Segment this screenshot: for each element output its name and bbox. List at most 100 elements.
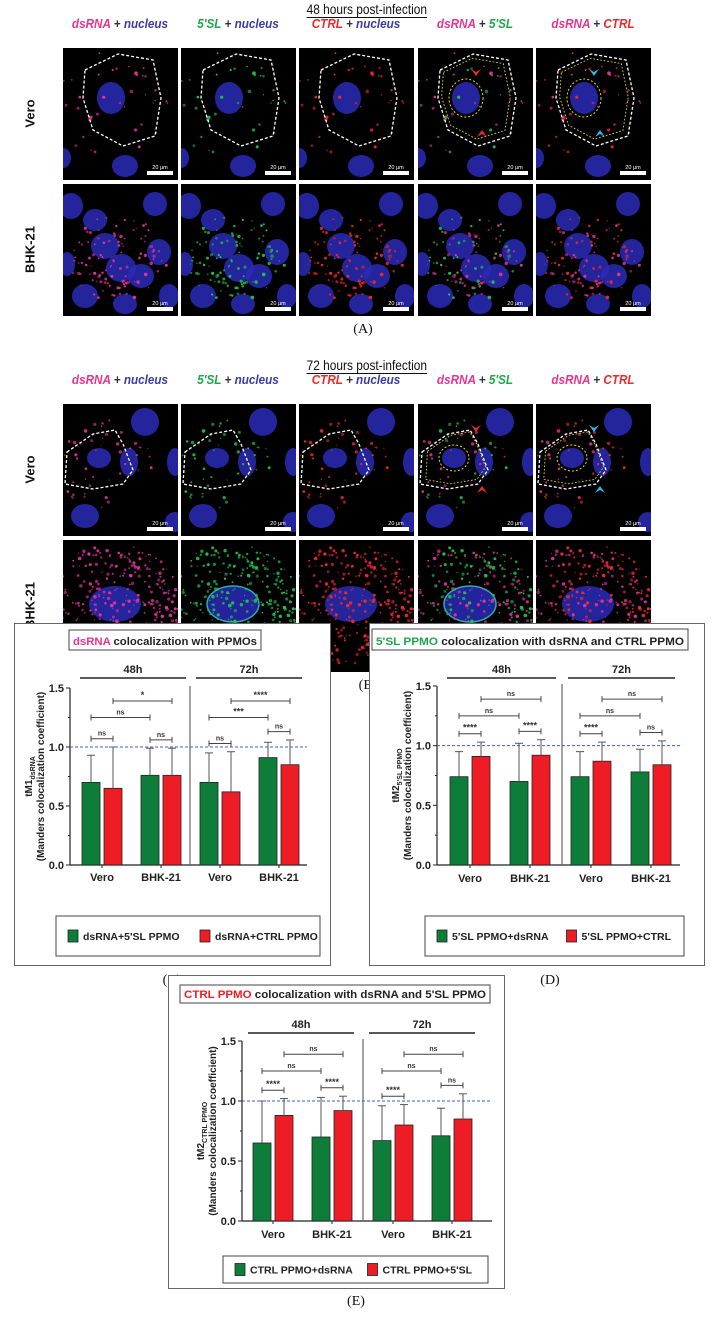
fluorescence-dot: [170, 610, 173, 613]
fluorescence-dot: [623, 599, 627, 603]
fluorescence-dot: [620, 574, 624, 578]
fluorescence-dot: [483, 574, 488, 578]
column-label-part: +: [221, 372, 235, 387]
fluorescence-dot: [344, 239, 347, 243]
fluorescence-dot: [193, 619, 196, 622]
fluorescence-dot: [457, 596, 459, 599]
fluorescence-dot: [482, 558, 485, 560]
fluorescence-dot: [73, 259, 76, 262]
fluorescence-dot: [515, 614, 519, 618]
fluorescence-dot: [225, 239, 229, 243]
fluorescence-dot: [600, 599, 604, 603]
fluorescence-dot: [314, 95, 318, 99]
bar-bhk-21-green: [258, 757, 278, 866]
fluorescence-dot: [522, 589, 525, 592]
fluorescence-dot: [471, 240, 475, 244]
fluorescence-dot: [125, 292, 128, 295]
column-label: CTRL + nucleus: [303, 16, 409, 31]
fluorescence-dot: [565, 271, 570, 275]
fluorescence-dot: [356, 430, 360, 434]
fluorescence-dot: [623, 603, 625, 605]
fluorescence-dot: [72, 493, 75, 496]
chart-title-highlight: dsRNA: [73, 636, 111, 648]
fluorescence-dot: [450, 218, 453, 220]
fluorescence-dot: [584, 572, 587, 575]
fluorescence-dot: [310, 256, 313, 259]
fluorescence-dot: [574, 256, 577, 259]
fluorescence-dot: [404, 613, 409, 618]
fluorescence-dot: [614, 224, 618, 227]
fluorescence-dot: [426, 263, 428, 265]
fluorescence-dot: [470, 609, 474, 613]
fluorescence-dot: [380, 272, 384, 277]
fluorescence-dot: [611, 256, 614, 259]
fluorescence-dot: [319, 580, 322, 583]
fluorescence-dot: [392, 583, 396, 586]
fluorescence-dot: [473, 101, 476, 105]
fluorescence-dot: [91, 279, 94, 282]
fluorescence-dot: [432, 604, 435, 608]
fluorescence-dot: [167, 597, 171, 601]
fluorescence-dot: [571, 551, 575, 554]
fluorescence-dot: [115, 224, 118, 228]
nucleus-shape: [63, 193, 83, 219]
fluorescence-dot: [365, 626, 368, 629]
fluorescence-dot: [610, 551, 613, 554]
fluorescence-dot: [486, 616, 488, 618]
fluorescence-dot: [322, 595, 326, 599]
fluorescence-dot: [554, 608, 557, 611]
fluorescence-dot: [625, 102, 627, 104]
fluorescence-dot: [314, 556, 318, 561]
fluorescence-dot: [487, 546, 490, 548]
fluorescence-dot: [78, 241, 81, 244]
fluorescence-dot: [133, 564, 136, 567]
nucleus-shape: [615, 192, 640, 216]
fluorescence-dot: [565, 554, 568, 557]
fluorescence-dot: [202, 564, 206, 567]
fluorescence-dot: [262, 564, 265, 567]
fluorescence-dot: [245, 610, 249, 613]
fluorescence-dot: [105, 549, 109, 553]
arrowhead-icon: [594, 130, 605, 137]
fluorescence-dot: [74, 256, 76, 259]
fluorescence-dot: [133, 546, 135, 548]
fluorescence-dot: [311, 619, 314, 622]
fluorescence-dot: [363, 588, 366, 591]
fluorescence-dot: [549, 601, 553, 605]
fluorescence-dot: [509, 557, 512, 560]
fluorescence-dot: [592, 555, 596, 559]
fluorescence-dot: [596, 462, 600, 466]
fluorescence-dot: [256, 557, 260, 561]
fluorescence-dot: [309, 440, 313, 445]
fluorescence-dot: [196, 556, 200, 561]
fluorescence-dot: [438, 611, 441, 614]
fluorescence-dot: [448, 243, 451, 246]
fluorescence-dot: [417, 79, 420, 83]
fluorescence-dot: [488, 441, 492, 446]
fluorescence-dot: [464, 603, 469, 608]
fluorescence-dot: [119, 575, 122, 578]
fluorescence-dot: [426, 559, 429, 562]
fluorescence-dot: [233, 609, 238, 613]
fluorescence-dot: [201, 226, 206, 230]
fluorescence-dot: [373, 468, 376, 471]
fluorescence-dot: [630, 250, 633, 253]
fluorescence-dot: [367, 654, 370, 656]
fluorescence-dot: [445, 588, 448, 590]
fluorescence-dot: [317, 243, 320, 246]
fluorescence-dot: [98, 617, 101, 621]
column-label-part: CTRL: [312, 16, 344, 31]
fluorescence-dot: [398, 568, 401, 571]
fluorescence-dot: [252, 571, 255, 574]
nucleus-shape: [466, 155, 493, 177]
fluorescence-dot: [124, 106, 126, 108]
fluorescence-dot: [231, 232, 234, 235]
fluorescence-dot: [281, 591, 284, 595]
fluorescence-dot: [640, 589, 643, 592]
cell-outline: [64, 429, 134, 490]
fluorescence-dot: [309, 259, 312, 262]
fluorescence-dot: [63, 575, 65, 578]
fluorescence-dot: [577, 496, 581, 500]
fluorescence-dot: [363, 599, 368, 603]
fluorescence-dot: [427, 259, 430, 262]
